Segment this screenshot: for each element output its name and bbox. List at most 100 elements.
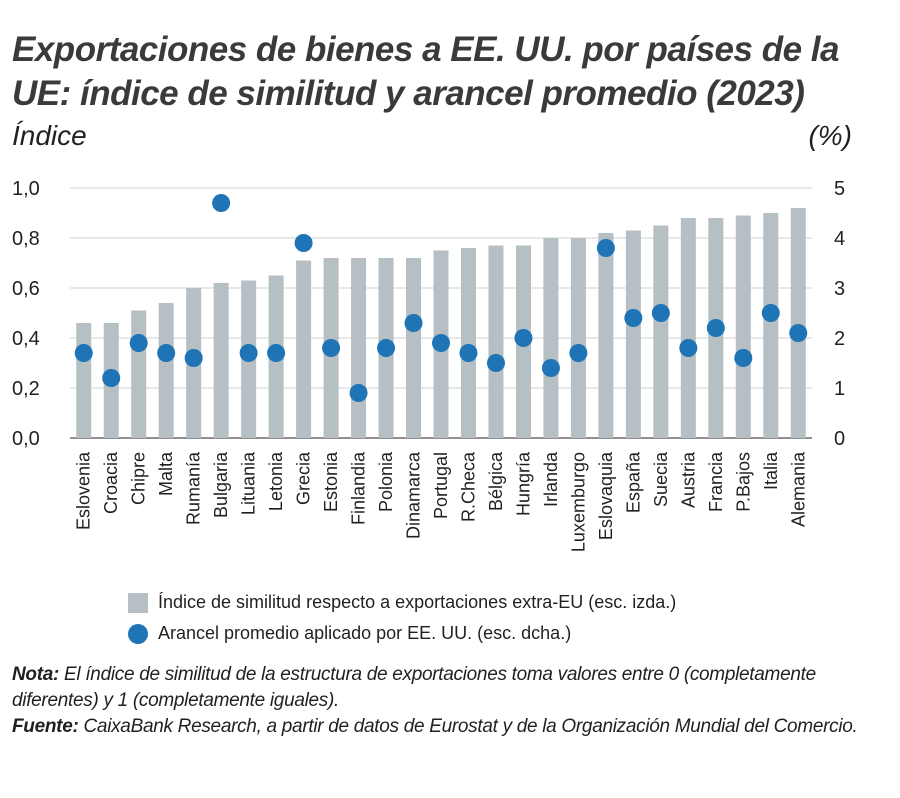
right-tick-label: 0 (834, 428, 845, 450)
tariff-point (651, 304, 670, 322)
source-paragraph: Fuente: CaixaBank Research, a partir de … (12, 714, 872, 740)
bar (213, 283, 229, 438)
tariff-point (294, 234, 313, 252)
combo-chart: 0,0 0 0,2 1 0,4 2 0,6 3 0,8 4 1,0 5 Eslovenia Croacia… (12, 178, 845, 552)
right-tick-label: 3 (834, 278, 845, 300)
category-label: R.Checa (458, 451, 478, 522)
tariff-point (541, 359, 560, 377)
left-tick-label: 0,6 (12, 278, 40, 300)
left-tick-label: 0,4 (12, 328, 40, 350)
bar (460, 248, 476, 438)
category-label: Alemania (788, 451, 808, 527)
tariff-point (734, 349, 753, 367)
tariff-point (486, 354, 505, 372)
category-label: Chipre (129, 452, 149, 505)
category-label: Hungría (513, 451, 533, 516)
category-label: Francia (706, 451, 726, 512)
left-tick-label: 0,8 (12, 228, 40, 250)
note-text: El índice de similitud de la estructura … (12, 664, 816, 711)
category-label: Malta (156, 451, 176, 496)
legend-item-bar: Índice de similitud respecto a exportaci… (128, 592, 676, 613)
category-label: Suecia (651, 451, 671, 507)
category-label: España (623, 451, 643, 513)
category-label: Lituania (239, 451, 259, 515)
left-tick-label: 0,0 (12, 428, 40, 450)
tariff-point (706, 319, 725, 337)
bar (351, 258, 367, 438)
category-label: Rumanía (184, 451, 204, 525)
bar (76, 323, 92, 438)
right-tick-label: 4 (834, 228, 845, 250)
category-label: Grecia (294, 451, 314, 505)
category-label: Estonia (321, 451, 341, 512)
tariff-point (102, 369, 121, 387)
category-label: Portugal (431, 452, 451, 519)
tariff-point (761, 304, 780, 322)
note-label: Nota: (12, 664, 60, 685)
right-tick-label: 5 (834, 178, 845, 200)
left-tick-label: 0,2 (12, 378, 40, 400)
tariff-point (459, 344, 478, 362)
tariff-point (624, 309, 643, 327)
bar (570, 238, 586, 438)
tariff-point (789, 324, 808, 342)
category-label: Polonia (376, 451, 396, 512)
tariff-point (322, 339, 341, 357)
bar (488, 245, 504, 438)
right-axis-unit: (%) (808, 120, 852, 151)
bar (131, 310, 147, 438)
category-label: Eslovenia (74, 451, 94, 530)
right-tick-label: 1 (834, 378, 845, 400)
bar (625, 230, 641, 438)
bar (653, 225, 669, 438)
category-label: Bulgaria (211, 451, 231, 518)
category-label: Bélgica (486, 451, 506, 511)
tariff-point (129, 334, 148, 352)
tariff-point (184, 349, 203, 367)
tariff-point (377, 339, 396, 357)
category-label: Luxemburgo (568, 452, 588, 552)
category-label: Eslovaquia (596, 451, 616, 540)
tariff-point (157, 344, 176, 362)
source-text: CaixaBank Research, a partir de datos de… (83, 716, 858, 737)
bar (598, 233, 614, 438)
category-label: Dinamarca (404, 451, 424, 539)
bar (158, 303, 174, 438)
legend-dot-label: Arancel promedio aplicado por EE. UU. (e… (158, 623, 572, 643)
tariff-point (349, 384, 368, 402)
bar (790, 208, 806, 438)
right-tick-label: 2 (834, 328, 845, 350)
category-label: P.Bajos (733, 452, 753, 512)
tariff-point (212, 194, 231, 212)
tariff-point (596, 239, 615, 257)
category-label: Italia (761, 451, 781, 490)
bar (763, 213, 779, 438)
footnotes: Nota: El índice de similitud de la estru… (12, 662, 872, 740)
bar (680, 218, 696, 438)
bar (406, 258, 422, 438)
legend-dot-swatch (128, 623, 148, 644)
tariff-point (404, 314, 423, 332)
tariff-point (679, 339, 698, 357)
tariff-point (569, 344, 588, 362)
bar (543, 238, 559, 438)
left-axis-unit: Índice (12, 120, 87, 151)
tariff-point (267, 344, 286, 362)
bar (296, 260, 312, 438)
tariff-point (514, 329, 533, 347)
legend-bar-swatch (128, 592, 148, 613)
category-label: Finlandia (349, 451, 369, 525)
tariff-point (432, 334, 450, 352)
legend-item-dot: Arancel promedio aplicado por EE. UU. (e… (128, 623, 571, 644)
source-label: Fuente: (12, 716, 79, 737)
legend-bar-label: Índice de similitud respecto a exportaci… (158, 592, 677, 612)
chart-title: Exportaciones de bienes a EE. UU. por pa… (12, 30, 839, 113)
left-tick-label: 1,0 (12, 178, 40, 200)
category-label: Croacia (101, 451, 121, 514)
tariff-point (239, 344, 258, 362)
bar (735, 215, 751, 438)
note-paragraph: Nota: El índice de similitud de la estru… (12, 662, 872, 714)
category-label: Irlanda (541, 451, 561, 507)
category-label: Austria (678, 451, 698, 508)
tariff-point (74, 344, 93, 362)
